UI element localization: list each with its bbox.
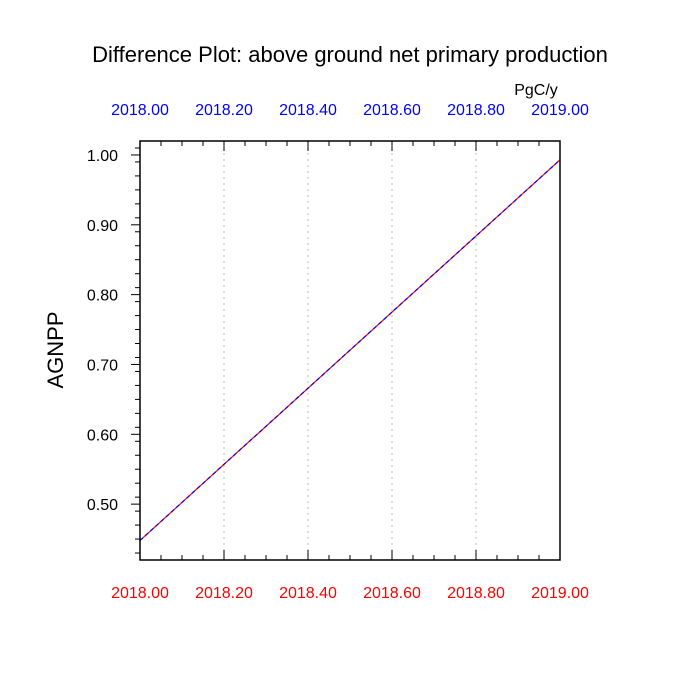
y-tick-label: 1.00	[87, 148, 118, 165]
x-tick-label-bottom: 2018.00	[111, 585, 169, 602]
x-tick-label-bottom: 2018.60	[363, 585, 421, 602]
y-tick-label: 0.50	[87, 497, 118, 514]
x-tick-label-bottom: 2019.00	[531, 585, 589, 602]
axis-ticks	[131, 141, 561, 560]
x-tick-label-bottom: 2018.40	[279, 585, 337, 602]
series-line-2	[139, 159, 561, 541]
y-axis-label: AGNPP	[43, 311, 68, 388]
x-tick-label-bottom: 2018.80	[447, 585, 505, 602]
y-tick-label: 0.80	[87, 288, 118, 305]
x-tick-label-bottom: 2018.20	[195, 585, 253, 602]
y-tick-label: 0.70	[87, 357, 118, 374]
x-tick-label-top: 2018.20	[195, 102, 253, 119]
x-tick-label-top: 2018.00	[111, 102, 169, 119]
units-label: PgC/y	[514, 82, 558, 99]
y-tick-label: 0.90	[87, 218, 118, 235]
x-tick-label-top: 2019.00	[531, 102, 589, 119]
x-tick-label-top: 2018.40	[279, 102, 337, 119]
grid-lines	[223, 141, 477, 560]
series-lines	[139, 159, 561, 541]
tick-labels: 2018.00 2018.20 2018.40 2018.60 2018.80 2019.…	[87, 102, 589, 602]
x-tick-label-top: 2018.80	[447, 102, 505, 119]
x-tick-label-top: 2018.60	[363, 102, 421, 119]
chart-title: Difference Plot: above ground net primar…	[92, 42, 608, 67]
y-tick-label: 0.60	[87, 427, 118, 444]
